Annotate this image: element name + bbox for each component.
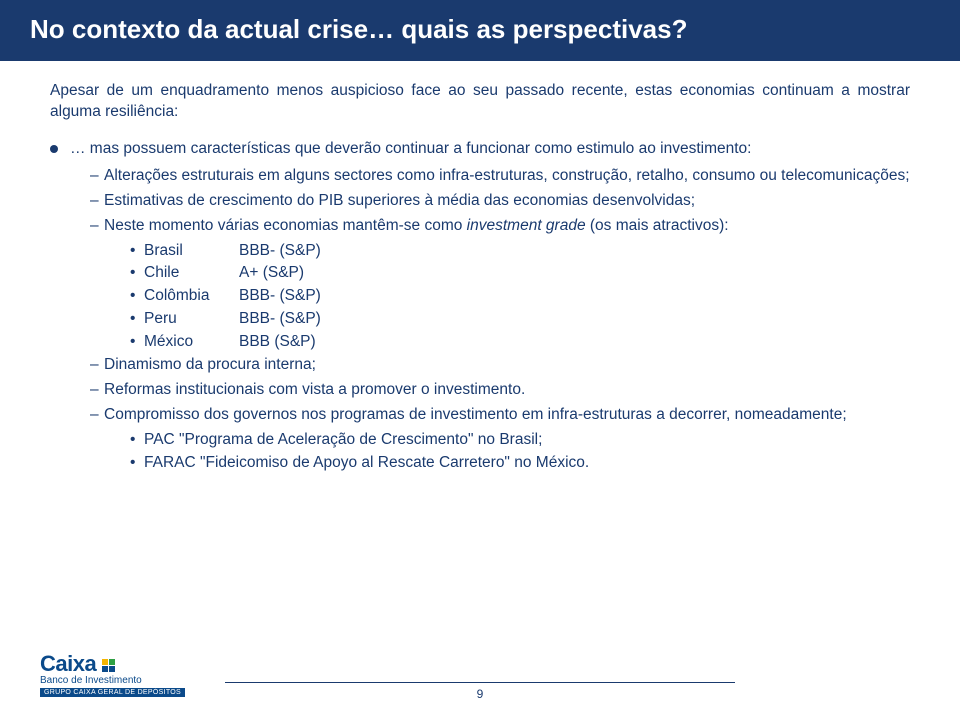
rating-value: BBB- (S&P)	[239, 309, 321, 330]
program-text: PAC "Programa de Aceleração de Crescimen…	[144, 430, 542, 451]
dash-text: Reformas institucionais com vista a prom…	[104, 380, 910, 401]
slide-content: Apesar de um enquadramento menos auspici…	[0, 61, 960, 474]
dash3-part-a: Neste momento várias economias mantêm-se…	[104, 217, 467, 234]
logo-wordmark: Caixa	[40, 651, 96, 677]
rating-row: Colômbia BBB- (S&P)	[130, 286, 910, 307]
rating-country: Brasil	[144, 241, 239, 262]
rating-country: México	[144, 332, 239, 353]
page-rule	[225, 682, 735, 683]
dot-icon	[130, 263, 144, 284]
rating-row: México BBB (S&P)	[130, 332, 910, 353]
page-number: 9	[477, 687, 484, 701]
intro-paragraph: Apesar de um enquadramento menos auspici…	[50, 81, 910, 123]
rating-row: Chile A+ (S&P)	[130, 263, 910, 284]
dash-item: – Dinamismo da procura interna;	[90, 355, 910, 376]
rating-value: BBB- (S&P)	[239, 241, 321, 262]
dash-text-investment-grade: Neste momento várias economias mantêm-se…	[104, 216, 910, 237]
dot-icon	[130, 332, 144, 353]
dash-icon: –	[90, 166, 104, 187]
dash-text: Alterações estruturais em alguns sectore…	[104, 166, 910, 187]
programs-list: PAC "Programa de Aceleração de Crescimen…	[130, 430, 910, 474]
dash-text: Dinamismo da procura interna;	[104, 355, 910, 376]
logo-row: Caixa	[40, 651, 115, 677]
rating-line: Brasil BBB- (S&P)	[144, 241, 321, 262]
dash-list: – Alterações estruturais em alguns secto…	[90, 166, 910, 474]
dot-icon	[130, 309, 144, 330]
program-row: PAC "Programa de Aceleração de Crescimen…	[130, 430, 910, 451]
dot-icon	[130, 430, 144, 451]
dot-icon	[130, 241, 144, 262]
dash-icon: –	[90, 216, 104, 237]
dash-text: Compromisso dos governos nos programas d…	[104, 405, 910, 426]
rating-country: Peru	[144, 309, 239, 330]
dash-item: – Compromisso dos governos nos programas…	[90, 405, 910, 426]
logo-group-bar: GRUPO CAIXA GERAL DE DEPÓSITOS	[40, 688, 185, 697]
rating-line: Chile A+ (S&P)	[144, 263, 304, 284]
investment-grade-italic: investment grade	[467, 217, 586, 234]
slide: No contexto da actual crise… quais as pe…	[0, 0, 960, 715]
caixa-logo: Caixa Banco de Investimento GRUPO CAIXA …	[40, 651, 185, 697]
dot-icon	[130, 286, 144, 307]
dash-icon: –	[90, 380, 104, 401]
dash-item: – Reformas institucionais com vista a pr…	[90, 380, 910, 401]
rating-value: A+ (S&P)	[239, 263, 304, 284]
rating-country: Chile	[144, 263, 239, 284]
rating-line: Peru BBB- (S&P)	[144, 309, 321, 330]
dash-icon: –	[90, 405, 104, 426]
rating-row: Peru BBB- (S&P)	[130, 309, 910, 330]
rating-line: México BBB (S&P)	[144, 332, 316, 353]
dash-item: – Estimativas de crescimento do PIB supe…	[90, 191, 910, 212]
logo-squares-icon	[102, 659, 115, 672]
dash-icon: –	[90, 355, 104, 376]
slide-title: No contexto da actual crise… quais as pe…	[0, 0, 960, 61]
rating-country: Colômbia	[144, 286, 239, 307]
rating-value: BBB- (S&P)	[239, 286, 321, 307]
dash-icon: –	[90, 191, 104, 212]
program-text: FARAC "Fideicomiso de Apoyo al Rescate C…	[144, 453, 589, 474]
main-bullet: … mas possuem características que deverã…	[50, 139, 910, 160]
ratings-list: Brasil BBB- (S&P) Chile A+ (S&P) Colômbi…	[130, 241, 910, 354]
slide-footer: Caixa Banco de Investimento GRUPO CAIXA …	[0, 647, 960, 707]
logo-subtitle: Banco de Investimento	[40, 675, 142, 686]
dot-icon	[130, 453, 144, 474]
dash-text: Estimativas de crescimento do PIB superi…	[104, 191, 910, 212]
rating-row: Brasil BBB- (S&P)	[130, 241, 910, 262]
dash-item: – Alterações estruturais em alguns secto…	[90, 166, 910, 187]
program-row: FARAC "Fideicomiso de Apoyo al Rescate C…	[130, 453, 910, 474]
main-bullet-text: … mas possuem características que deverã…	[70, 139, 910, 160]
dash3-part-c: (os mais atractivos):	[586, 217, 729, 234]
rating-value: BBB (S&P)	[239, 332, 316, 353]
dash-item: – Neste momento várias economias mantêm-…	[90, 216, 910, 237]
rating-line: Colômbia BBB- (S&P)	[144, 286, 321, 307]
bullet-dot-icon	[50, 145, 58, 153]
